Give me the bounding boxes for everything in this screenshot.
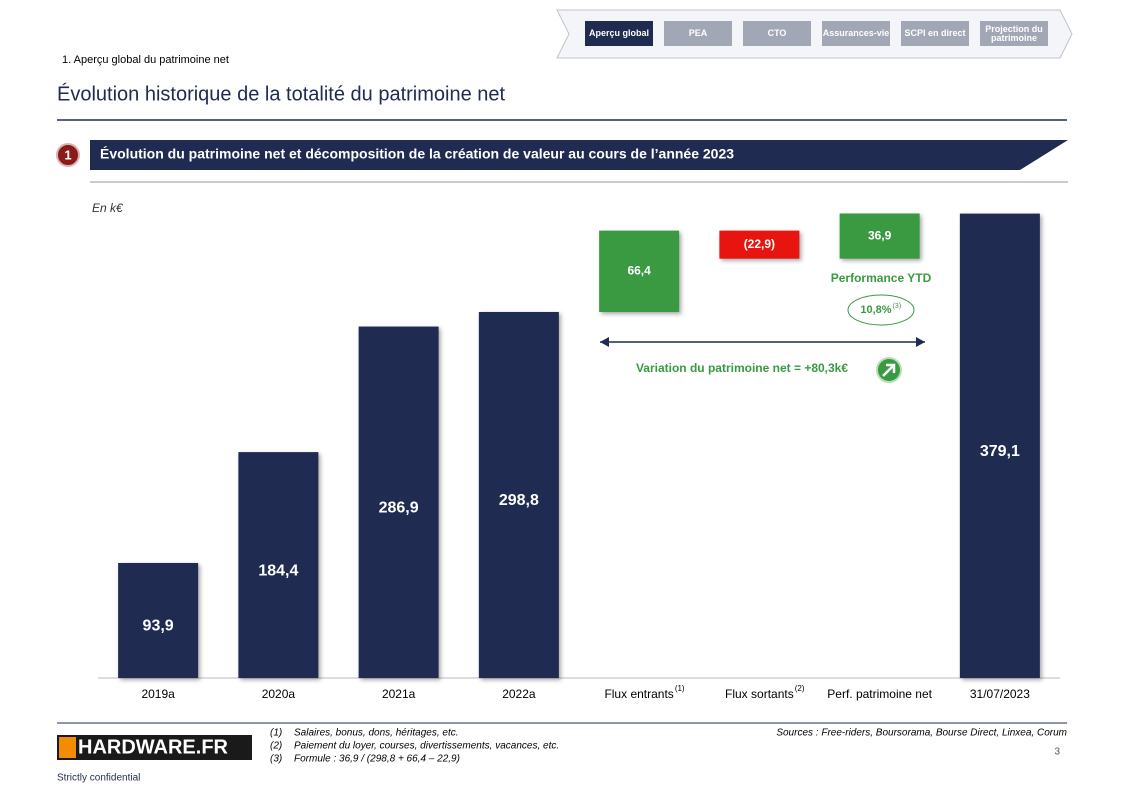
x-tick-superscript: (1) bbox=[675, 684, 685, 693]
note-marker: (1) bbox=[270, 728, 282, 739]
breadcrumb: 1. Aperçu global du patrimoine net bbox=[62, 54, 229, 66]
value-label: 379,1 bbox=[980, 443, 1020, 460]
x-tick-superscript: (2) bbox=[795, 684, 805, 693]
arrow-head bbox=[600, 337, 609, 347]
nav-tab[interactable]: Projection du patrimoine bbox=[980, 21, 1048, 46]
bar bbox=[599, 230, 680, 312]
nav-tab[interactable]: CTO bbox=[743, 21, 811, 46]
section-badge bbox=[56, 143, 80, 167]
note-text: Paiement du loyer, courses, divertisseme… bbox=[294, 741, 559, 752]
confidential: Strictly confidential bbox=[57, 773, 140, 784]
nav-tab[interactable]: Assurances-vie bbox=[822, 21, 890, 46]
up-icon-arrow bbox=[882, 363, 896, 377]
performance-rate: 10,8% bbox=[860, 304, 891, 316]
section-number: 1 bbox=[64, 147, 71, 162]
performance-ellipse bbox=[847, 294, 915, 326]
x-tick-label: 2019a bbox=[141, 687, 175, 701]
x-tick-label: 31/07/2023 bbox=[970, 687, 1030, 701]
note-text: Formule : 36,9 / (298,8 + 66,4 – 22,9) bbox=[294, 754, 460, 765]
bar bbox=[719, 230, 800, 259]
note-marker: (2) bbox=[270, 741, 282, 752]
chart: 93,9 2019a 184,4 2020a 286,9 2021a 298,8 2022a 6… bbox=[98, 213, 1060, 701]
nav-tab[interactable]: Aperçu global bbox=[585, 21, 653, 46]
x-tick-label: 2020a bbox=[262, 687, 296, 701]
bar bbox=[238, 452, 319, 678]
performance-label: Performance YTD bbox=[831, 271, 932, 285]
page-number: 3 bbox=[1054, 747, 1060, 758]
x-tick-label: Flux entrants bbox=[604, 687, 673, 701]
page-title: Évolution historique de la totalité du p… bbox=[57, 82, 506, 105]
value-label: 298,8 bbox=[499, 492, 539, 509]
value-label: 36,9 bbox=[868, 228, 892, 242]
logo-box bbox=[57, 735, 252, 760]
nav-tab[interactable]: PEA bbox=[664, 21, 732, 46]
logo-mark bbox=[59, 737, 76, 758]
x-tick-label: 2021a bbox=[382, 687, 416, 701]
bar bbox=[478, 311, 559, 678]
x-tick-label: Perf. patrimoine net bbox=[827, 687, 932, 701]
nav-tab[interactable]: SCPI en direct bbox=[901, 21, 969, 46]
sources: Sources : Free-riders, Boursorama, Bours… bbox=[776, 728, 1067, 739]
section-title: Évolution du patrimoine net et décomposi… bbox=[100, 146, 734, 162]
variation-label: Variation du patrimoine net = +80,3k€ bbox=[636, 361, 848, 375]
bar bbox=[839, 213, 920, 259]
x-tick-label: Flux sortants bbox=[725, 687, 794, 701]
bar bbox=[959, 213, 1040, 679]
value-label: 184,4 bbox=[258, 562, 298, 579]
logo: HARDWARE.FR bbox=[78, 736, 229, 758]
value-label: 93,9 bbox=[143, 618, 174, 635]
note-marker: (3) bbox=[270, 754, 282, 765]
arrow-head bbox=[916, 337, 925, 347]
unit-label: En k€ bbox=[92, 201, 124, 215]
bar bbox=[118, 562, 199, 678]
value-label: 66,4 bbox=[627, 263, 651, 277]
note-text: Salaires, bonus, dons, héritages, etc. bbox=[294, 728, 459, 739]
bar bbox=[358, 326, 439, 678]
x-tick-label: 2022a bbox=[502, 687, 536, 701]
performance-ref: (3) bbox=[893, 303, 902, 310]
value-label: (22,9) bbox=[744, 237, 775, 251]
value-label: 286,9 bbox=[379, 499, 419, 516]
section-banner bbox=[90, 140, 1068, 170]
